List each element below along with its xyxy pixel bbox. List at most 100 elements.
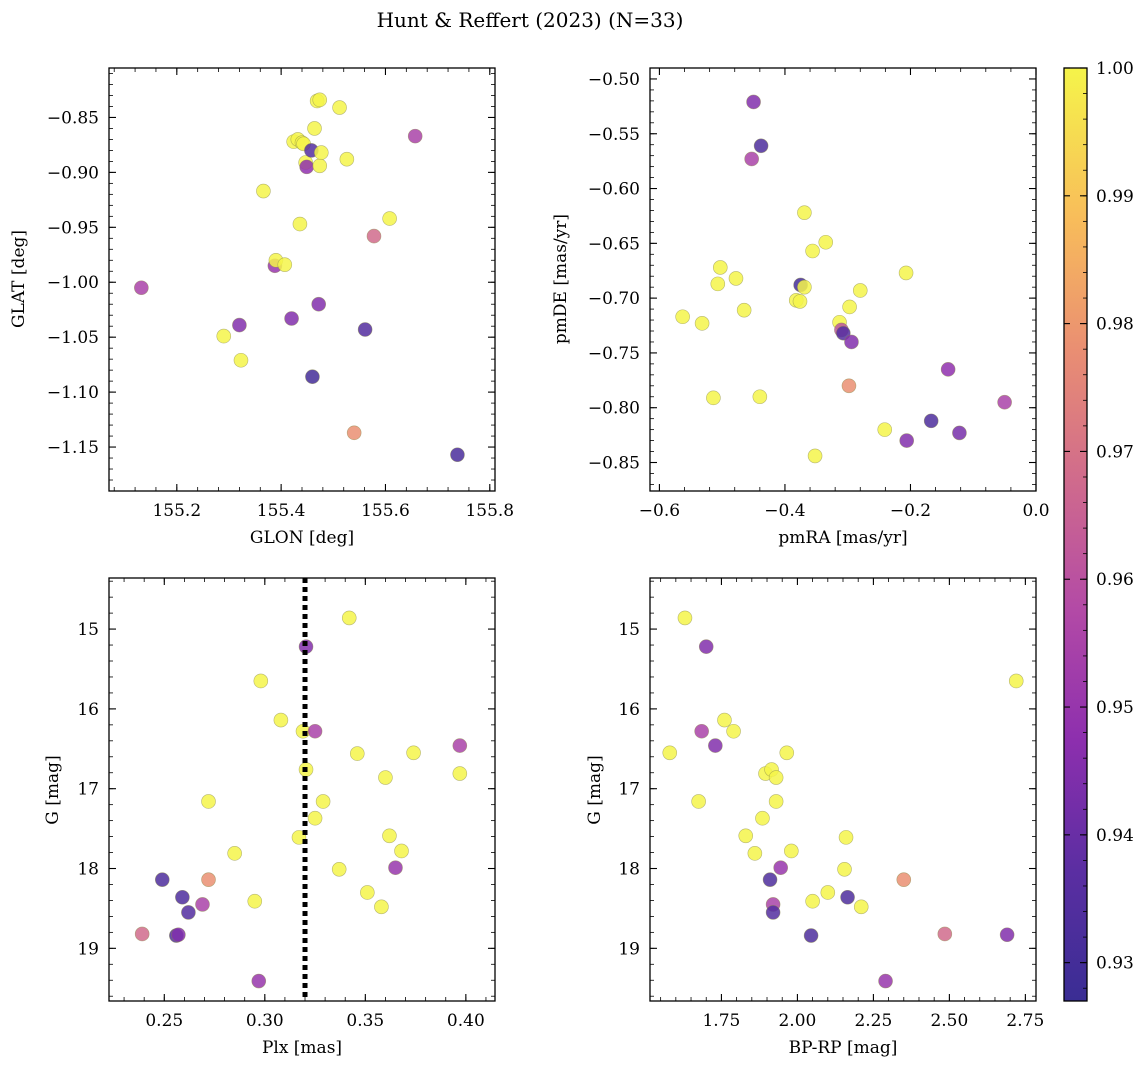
- data-point: [753, 138, 769, 154]
- panel-pm-xlabel: pmRA [mas/yr]: [778, 528, 907, 548]
- data-point: [675, 309, 690, 325]
- x-tick-label: −0.6: [639, 501, 680, 521]
- panel-plx-g-grid: 0.25 0.30 0.35 0.40 15 16 17 18 19: [77, 578, 495, 1031]
- data-point: [738, 828, 754, 844]
- data-point: [452, 738, 468, 753]
- x-tick-label: 2.50: [930, 1011, 968, 1031]
- data-point: [171, 927, 186, 943]
- data-point: [366, 228, 382, 244]
- colorbar-tick-label: 0.93: [1096, 954, 1134, 974]
- data-point: [305, 369, 320, 385]
- data-point: [284, 311, 299, 326]
- colorbar-tick-label: 0.98: [1096, 315, 1134, 335]
- data-point: [940, 362, 956, 377]
- y-tick-label: 18: [618, 860, 640, 880]
- data-point: [407, 128, 423, 144]
- data-point: [838, 830, 854, 845]
- data-point: [346, 425, 362, 441]
- data-point: [765, 905, 781, 920]
- data-point: [357, 322, 373, 337]
- data-point: [331, 862, 347, 877]
- colorbar: 0.93 0.94 0.95 0.96 0.97 0.98 0.99 1.00: [1063, 59, 1134, 1002]
- panel-plx-g-points: [134, 578, 468, 1001]
- data-point: [181, 905, 196, 920]
- data-point: [792, 294, 808, 309]
- data-point: [233, 352, 249, 368]
- data-point: [853, 899, 869, 915]
- data-point: [406, 745, 421, 761]
- panel-cmd-frame: [649, 577, 1037, 1002]
- data-point: [349, 746, 365, 761]
- panel-plx-g-xlabel: Plx [mas]: [262, 1038, 342, 1058]
- x-tick-label: 155.8: [465, 501, 514, 521]
- y-tick-label: −1.05: [47, 328, 99, 348]
- data-point: [997, 394, 1012, 410]
- y-tick-label: 16: [77, 700, 99, 720]
- data-point: [844, 334, 859, 350]
- y-tick-label: −0.75: [588, 344, 640, 364]
- data-point: [315, 794, 331, 809]
- data-point: [341, 610, 357, 626]
- y-tick-label: 19: [618, 939, 640, 959]
- x-tick-label: 155.4: [257, 501, 306, 521]
- data-point: [273, 712, 289, 728]
- data-point: [952, 425, 967, 441]
- panel-cmd-grid: 1.75 2.00 2.25 2.50 2.75 15 16 17 18 19: [618, 578, 1044, 1031]
- data-point: [694, 723, 709, 739]
- data-point: [842, 299, 857, 315]
- x-tick-label: 0.40: [447, 1011, 485, 1031]
- data-point: [797, 279, 812, 295]
- colorbar-tick-label: 0.96: [1096, 570, 1134, 590]
- data-point: [677, 610, 693, 626]
- panel-pm-ylabel: pmDE [mas/yr]: [551, 214, 571, 344]
- panel-glon-glat-xlabel: GLON [deg]: [250, 528, 354, 548]
- data-point: [878, 973, 893, 989]
- data-point: [773, 860, 788, 876]
- data-point: [840, 889, 855, 905]
- y-tick-label: −0.95: [47, 218, 99, 238]
- colorbar-ticks: 0.93 0.94 0.95 0.96 0.97 0.98 0.99 1.00: [1064, 59, 1134, 989]
- data-point: [784, 843, 799, 859]
- data-point: [291, 830, 307, 845]
- data-point: [768, 794, 784, 809]
- data-point: [744, 151, 759, 167]
- data-point: [299, 159, 314, 175]
- colorbar-tick-label: 0.97: [1096, 442, 1134, 462]
- data-point: [937, 926, 953, 942]
- data-point: [232, 317, 247, 333]
- data-point: [382, 828, 397, 844]
- figure-title: Hunt & Reffert (2023) (N=33): [377, 8, 684, 32]
- data-point: [175, 889, 190, 905]
- data-point: [292, 216, 308, 232]
- panel-glon-glat-grid: 155.2 155.4 155.6 155.8 −0.85 −0.90 −0.95 −1.00…: [47, 68, 514, 521]
- x-tick-label: 0.30: [246, 1011, 284, 1031]
- panel-pm-points: [675, 94, 1012, 464]
- data-point: [896, 872, 912, 887]
- data-point: [360, 885, 375, 900]
- data-point: [388, 860, 403, 876]
- x-tick-label: 0.25: [145, 1011, 183, 1031]
- data-point: [247, 893, 263, 909]
- data-point: [374, 899, 389, 915]
- panel-cmd-ylabel: G [mag]: [585, 755, 605, 824]
- x-tick-label: 0.35: [346, 1011, 384, 1031]
- data-point: [736, 302, 752, 318]
- panel-plx-g-frame: [108, 577, 496, 1002]
- data-point: [768, 770, 784, 785]
- panel-cmd: 1.75 2.00 2.25 2.50 2.75 15 16 17 18 19 BP-RP [ma…: [585, 577, 1044, 1058]
- panel-plx-g: 0.25 0.30 0.35 0.40 15 16 17 18 19 Plx [mas] G […: [43, 577, 496, 1058]
- data-point: [154, 872, 170, 887]
- y-tick-label: −1.00: [47, 273, 99, 293]
- y-tick-label: −0.50: [588, 70, 640, 90]
- data-point: [923, 413, 939, 429]
- y-tick-label: −0.65: [588, 234, 640, 254]
- data-point: [134, 926, 150, 942]
- colorbar-frame: [1063, 67, 1088, 1002]
- x-tick-label: 0.0: [1022, 501, 1049, 521]
- data-point: [807, 448, 823, 464]
- x-tick-label: −0.2: [890, 501, 931, 521]
- data-point: [877, 422, 893, 437]
- panel-pm-frame: [649, 67, 1037, 492]
- panel-plx-g-ylabel: G [mag]: [43, 755, 63, 824]
- x-tick-label: 2.00: [778, 1011, 816, 1031]
